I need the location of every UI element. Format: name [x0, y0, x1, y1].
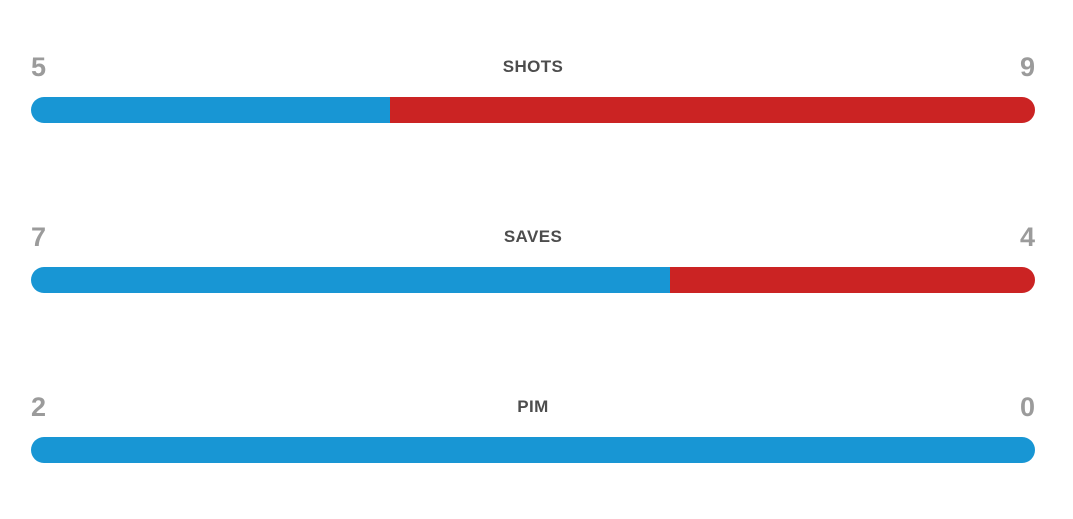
home-value: 5 [31, 52, 47, 82]
stat-header: 2 PIM 0 [31, 392, 1035, 422]
stat-header: 5 SHOTS 9 [31, 52, 1035, 82]
stat-row-saves: 7 SAVES 4 [31, 222, 1035, 293]
stat-row-shots: 5 SHOTS 9 [31, 52, 1035, 123]
stat-label: PIM [517, 397, 549, 416]
stat-row-pim: 2 PIM 0 [31, 392, 1035, 463]
away-value: 0 [1019, 392, 1035, 422]
away-value: 9 [1019, 52, 1035, 82]
stat-header: 7 SAVES 4 [31, 222, 1035, 252]
stat-label: SAVES [503, 227, 563, 246]
home-bar-segment [31, 437, 1035, 463]
comparison-bar [31, 97, 1035, 123]
home-bar-segment [31, 267, 670, 293]
home-value: 7 [31, 222, 47, 252]
away-bar-segment [669, 267, 1035, 293]
home-bar-segment [31, 97, 390, 123]
away-bar-segment [389, 97, 1035, 123]
comparison-bar [31, 437, 1035, 463]
away-value: 4 [1019, 222, 1035, 252]
home-value: 2 [31, 392, 47, 422]
comparison-bar [31, 267, 1035, 293]
stat-label: SHOTS [502, 57, 564, 76]
